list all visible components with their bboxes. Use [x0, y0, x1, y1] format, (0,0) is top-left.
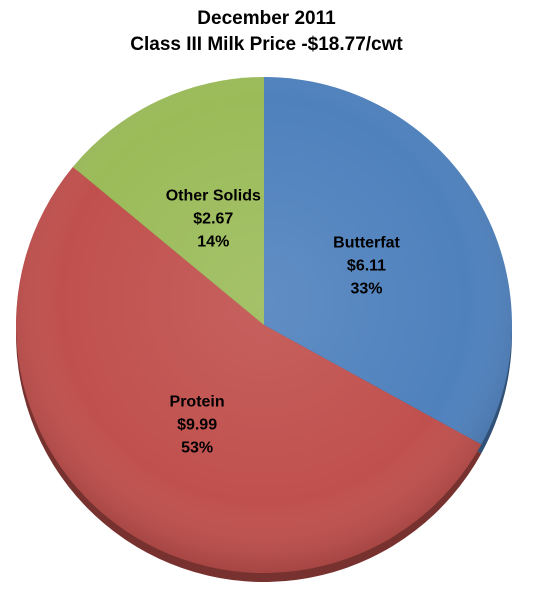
chart-subtitle: Class III Milk Price -$18.77/cwt	[130, 34, 403, 55]
chart-title-block: December 2011 Class III Milk Price -$18.…	[0, 6, 533, 58]
pie-slices-layer	[15, 77, 512, 574]
slice-percent-label-protein: 53%	[181, 440, 213, 457]
pie-labels-layer: Butterfat $6.11 33% Protein $9.99 53% Other So…	[166, 187, 401, 456]
slice-name-label-protein: Protein	[170, 394, 225, 411]
slice-percent-label-butterfat: 33%	[350, 280, 382, 297]
slice-value-label-other-solids: $2.67	[193, 210, 233, 227]
slice-value-label-butterfat: $6.11	[347, 257, 386, 274]
slice-value-label-protein: $9.99	[177, 417, 217, 434]
slice-name-label-other-solids: Other Solids	[166, 187, 261, 204]
slice-percent-label-other-solids: 14%	[197, 233, 229, 250]
chart-title: December 2011	[197, 8, 336, 29]
slice-name-label-butterfat: Butterfat	[333, 234, 400, 251]
